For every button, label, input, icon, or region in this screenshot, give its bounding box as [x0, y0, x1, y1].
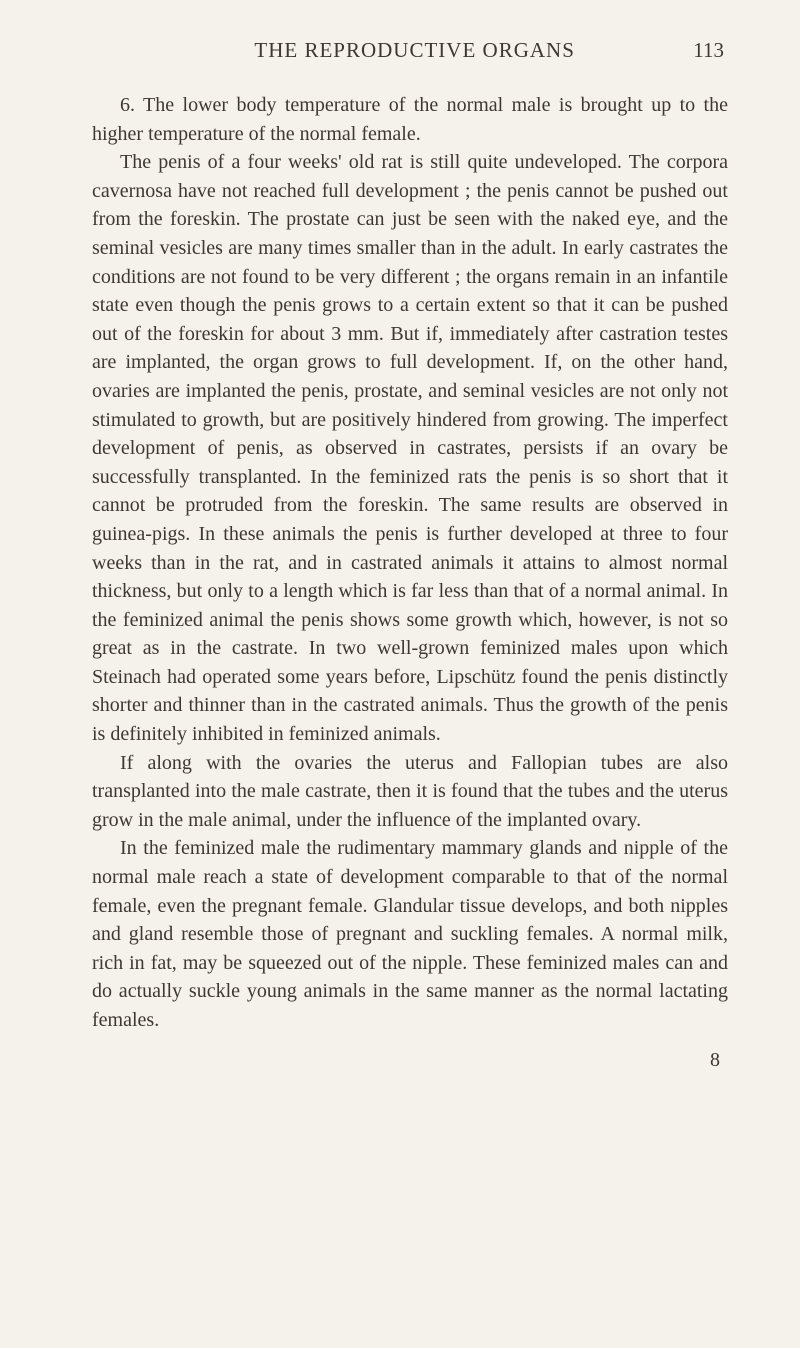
signature-number: 8	[92, 1049, 728, 1072]
paragraph-2: The penis of a four weeks' old rat is st…	[92, 148, 728, 748]
page-title: THE REPRODUCTIVE ORGANS	[136, 38, 693, 63]
body-content: 6. The lower body temperature of the nor…	[92, 91, 728, 1035]
paragraph-4: In the feminized male the rudimentary ma…	[92, 834, 728, 1034]
page-header: THE REPRODUCTIVE ORGANS 113	[92, 38, 728, 63]
paragraph-1: 6. The lower body temperature of the nor…	[92, 91, 728, 148]
paragraph-3: If along with the ovaries the uterus and…	[92, 749, 728, 835]
page-number: 113	[693, 38, 724, 63]
